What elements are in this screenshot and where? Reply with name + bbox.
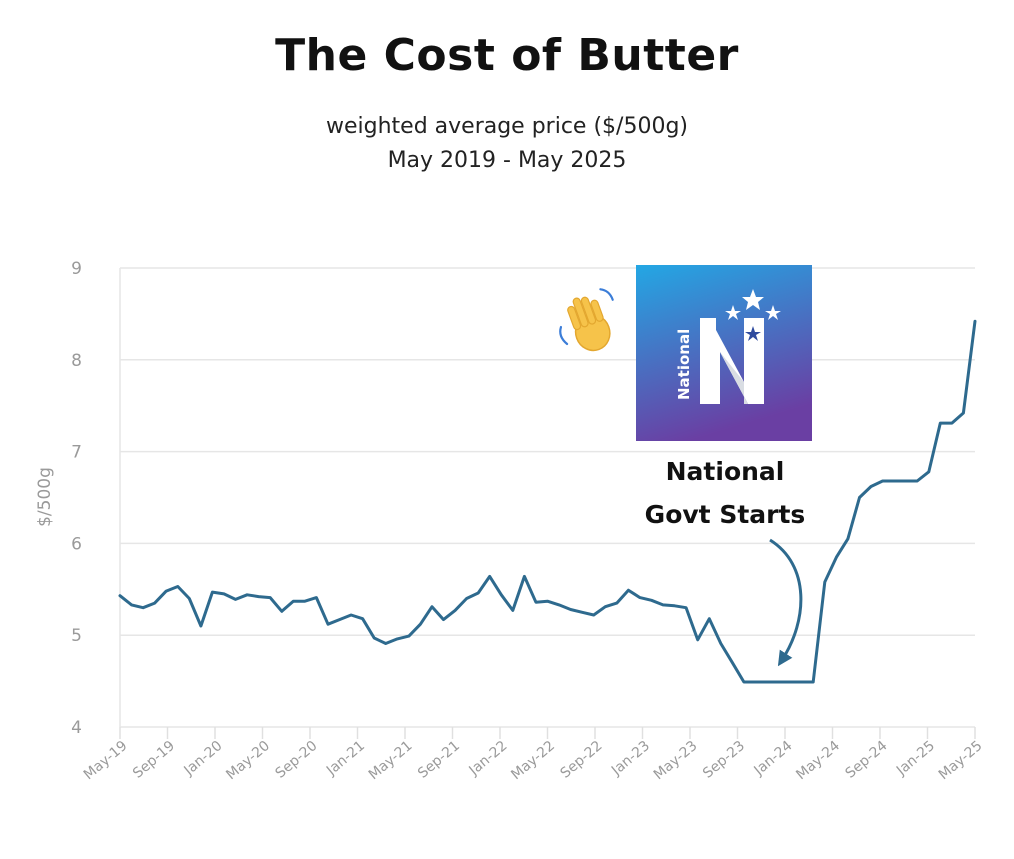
y-tick-label: 8 [71,351,82,371]
x-tick-label: May-19 [81,738,131,783]
x-tick-label: Jan-23 [608,738,653,779]
x-tick-label: Sep-19 [130,738,178,782]
y-tick-label: 6 [71,534,82,554]
x-tick-label: Sep-22 [558,738,606,782]
x-tick-label: May-21 [366,738,416,783]
x-tick-label: May-20 [223,738,273,783]
y-axis-ticks: 4 5 6 7 8 9 [71,259,82,738]
annotation-line-1: National [666,457,785,486]
x-tick-label: Sep-24 [843,738,891,782]
y-tick-label: 4 [71,718,82,738]
waving-hand-icon [559,288,614,352]
annotation-arrow [769,538,803,667]
x-tick-label: Jan-24 [750,738,795,780]
x-tick-label: Sep-21 [415,738,463,782]
y-tick-label: 9 [71,259,82,279]
gridlines [119,267,975,728]
x-tick-label: Jan-20 [180,738,225,779]
series-line-butter-price [118,319,977,684]
annotation-line-2: Govt Starts [645,500,806,529]
x-tick-label: May-24 [793,738,843,783]
x-tick-label: Jan-22 [465,738,510,779]
chart-date-range: May 2019 - May 2025 [387,148,627,173]
x-tick-label: Sep-23 [700,738,748,782]
chart-subtitle: weighted average price ($/500g) [325,114,688,139]
chart-title: The Cost of Butter [275,30,739,81]
x-tick-label: Jan-25 [893,738,938,779]
x-tick-label: May-23 [651,738,701,783]
national-party-logo: National [636,265,812,441]
logo-wordmark: National [675,329,693,400]
y-tick-label: 7 [71,443,82,463]
y-axis-label: $/500g [35,467,55,527]
x-tick-label: Sep-20 [273,738,321,782]
x-tick-label: May-25 [936,738,986,783]
x-tick-label: May-22 [508,738,558,783]
x-tick-label: Jan-21 [323,738,368,779]
y-tick-label: 5 [71,626,82,646]
